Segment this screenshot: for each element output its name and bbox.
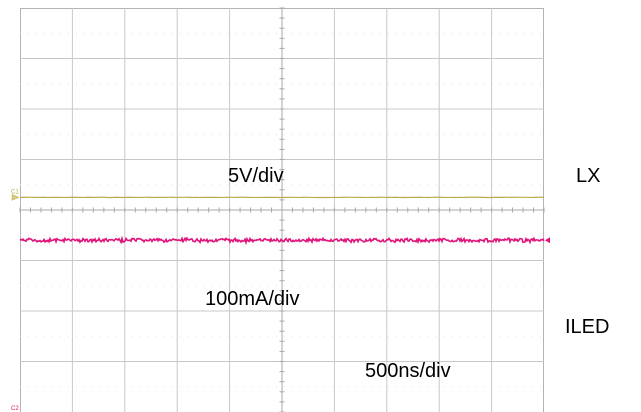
graticule [19, 7, 545, 412]
traces [19, 196, 545, 246]
iled-series-label: ILED [565, 316, 609, 338]
trace-iled [19, 235, 545, 246]
lx-series-label: LX [576, 165, 600, 187]
time-scale-label: 500ns/div [365, 360, 451, 382]
plot-area: C1 C2 [11, 7, 550, 412]
channel-2-trigger-marker [545, 237, 550, 244]
annotations: 5V/div LX 100mA/div ILED 500ns/div [205, 165, 609, 382]
iled-scale-label: 100mA/div [205, 288, 300, 310]
channel-markers: C1 C2 [11, 189, 550, 412]
channel-1-ground-marker [11, 193, 20, 201]
lx-scale-label: 5V/div [228, 165, 284, 187]
channel-1-marker: C1 [11, 189, 19, 195]
channel-2-marker: C2 [11, 406, 19, 412]
